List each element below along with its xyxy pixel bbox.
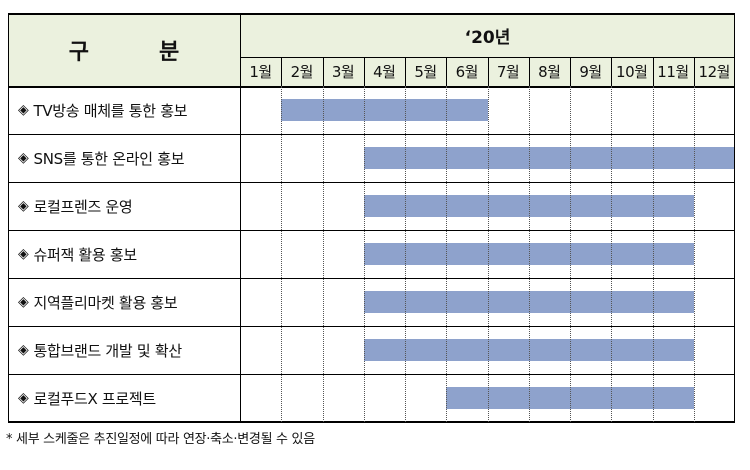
grid-line [446,86,448,422]
diamond-bullet-icon: ◈ [18,198,29,214]
grid-line [8,374,735,375]
row-label: ◈ 지역플리마켓 활용 홍보 [8,278,240,326]
schedule-bar [281,99,488,121]
grid-line [240,13,241,422]
month-header: 10월 [616,63,648,81]
month-header: 9월 [579,63,602,81]
row-label: ◈ SNS를 통한 온라인 홍보 [8,134,240,182]
grid-line [405,86,406,422]
grid-line [528,86,530,422]
grid-line [405,57,406,86]
row-label: ◈ 로컬프렌즈 운영 [8,182,240,230]
row-label-text: 로컬푸드X 프로젝트 [33,389,156,408]
grid-line [322,86,324,422]
row-label-text: TV방송 매체를 통한 홍보 [33,101,188,120]
grid-line [8,13,735,15]
month-header: 7월 [496,63,520,81]
row-label: ◈ 통합브랜드 개발 및 확산 [8,326,240,374]
row-label-text: 지역플리마켓 활용 홍보 [33,293,178,312]
grid-line [281,86,283,422]
grid-line [8,182,735,183]
month-header: 6월 [455,63,479,81]
grid-line [363,57,365,86]
month-header: 12월 [698,63,731,81]
grid-line [322,57,324,86]
month-header: 2월 [290,63,314,81]
diamond-bullet-icon: ◈ [18,342,29,358]
month-header: 3월 [331,63,355,81]
row-label-text: 통합브랜드 개발 및 확산 [33,341,182,360]
row-label-text: 슈퍼잭 활용 홍보 [33,245,137,264]
grid-line [570,86,571,422]
table-header [8,13,735,86]
month-header: 11월 [657,63,689,81]
grid-line [8,134,735,135]
month-header: 4월 [373,63,396,81]
footnote: * 세부 스케줄은 추진일정에 따라 연장·축소·변경될 수 있음 [6,432,315,447]
diamond-bullet-icon: ◈ [18,246,29,262]
schedule-bar [363,147,735,169]
grid-line [8,278,735,279]
row-label-text: SNS를 통한 온라인 홍보 [33,149,185,168]
category-header: 구 분 [8,13,240,86]
diamond-bullet-icon: ◈ [18,294,29,310]
grid-line [528,57,530,86]
diamond-bullet-icon: ◈ [18,150,29,166]
row-label: ◈ 로컬푸드X 프로젝트 [8,374,240,422]
grid-line [363,86,365,422]
category-header-char2: 분 [159,39,180,65]
row-label-text: 로컬프렌즈 운영 [33,197,133,216]
diamond-bullet-icon: ◈ [18,102,29,118]
schedule-table: 구 분 ‘20년 1월 2월 3월 4월 5월 6월 7월 8월 9월 10월 11월 12월 ◈ TV… [8,13,735,423]
year-header: ‘20년 [464,27,511,48]
row-label: ◈ 슈퍼잭 활용 홍보 [8,230,240,278]
row-label: ◈ TV방송 매체를 통한 홍보 [8,86,240,134]
grid-line [8,13,9,422]
grid-line [446,57,448,86]
grid-line [281,57,283,86]
grid-line [693,57,695,86]
grid-line [487,86,489,422]
grid-line [693,86,695,422]
month-header: 8월 [538,63,561,81]
grid-line [611,57,613,86]
grid-line [8,86,735,88]
month-header: 5월 [414,63,437,81]
grid-line [570,57,571,86]
grid-line [652,86,654,422]
diamond-bullet-icon: ◈ [18,390,29,406]
grid-line [487,57,489,86]
grid-line [8,326,735,327]
category-header-char1: 구 [68,39,89,65]
month-header: 1월 [249,63,272,81]
grid-line [611,86,613,422]
grid-line [652,57,654,86]
grid-line [8,421,735,423]
grid-line [8,230,735,231]
grid-line [734,13,735,422]
